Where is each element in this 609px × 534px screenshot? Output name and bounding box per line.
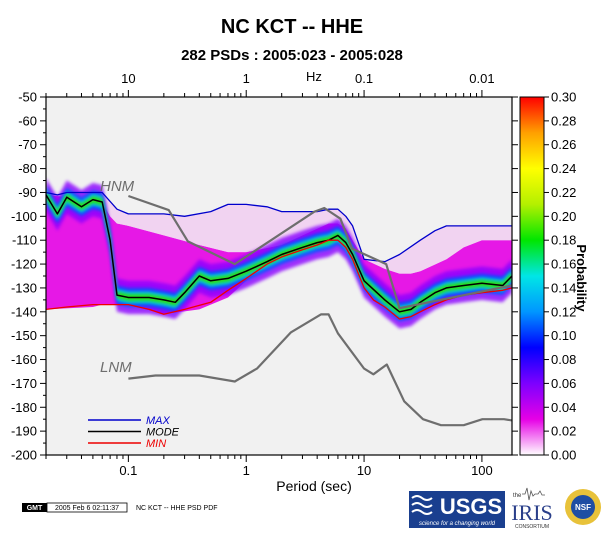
legend-label-mode: MODE <box>146 427 180 439</box>
top-axis-label: Hz <box>306 69 322 84</box>
colorbar-tick-label: 0.18 <box>551 233 576 248</box>
top-tick-label: 1 <box>243 71 250 86</box>
x-tick-label: 10 <box>357 463 371 478</box>
legend-label-max: MAX <box>146 415 171 427</box>
x-tick-label: 100 <box>471 463 493 478</box>
footer-timestamp: 2005 Feb 6 02:11:37 <box>55 505 119 512</box>
y-tick-label: -100 <box>11 209 37 224</box>
colorbar-tick-label: 0.06 <box>551 376 576 391</box>
gmt-badge-text: GMT <box>27 505 43 512</box>
colorbar-tick-label: 0.22 <box>551 185 576 200</box>
density-core-green <box>46 191 512 316</box>
y-tick-label: -90 <box>18 185 37 200</box>
timestamp-box <box>46 502 128 513</box>
series-line-nhnm <box>128 194 512 310</box>
colorbar-tick-label: 0.20 <box>551 209 576 224</box>
density-haze <box>46 192 512 274</box>
colorbar-tick-label: 0.14 <box>551 280 576 295</box>
y-tick-label: -130 <box>11 280 37 295</box>
y-tick-label: -200 <box>11 448 37 463</box>
y-tick-label: -190 <box>11 424 37 439</box>
colorbar-tick-label: 0.24 <box>551 161 576 176</box>
hnm-label: HNM <box>100 178 135 195</box>
y-tick-label: -160 <box>11 352 37 367</box>
lnm-label: LNM <box>100 359 132 376</box>
chart-subtitle: 282 PSDs : 2005:023 - 2005:028 <box>181 47 403 64</box>
top-tick-label: 10 <box>121 71 135 86</box>
series-line-max <box>46 191 512 263</box>
colorbar <box>520 97 544 455</box>
y-tick-label: -150 <box>11 328 37 343</box>
colorbar-tick-label: 0.12 <box>551 304 576 319</box>
y-tick-label: -50 <box>18 90 37 105</box>
x-axis: 0.1 1 10 100 <box>45 90 493 478</box>
colorbar-tick-label: 0.28 <box>551 113 576 128</box>
y-axis: -50 -60 -70 -80 -90 -100 -110 -120 -130 -140 -150 -… <box>11 90 518 463</box>
nsf-seal: NSF <box>565 489 601 525</box>
colorbar-tick-label: 0.26 <box>551 137 576 152</box>
chart-title: NC KCT -- HHE <box>221 16 363 38</box>
iris-consortium: CONSORTIUM <box>515 524 549 530</box>
colorbar-tick-label: 0.04 <box>551 400 576 415</box>
colorbar-frame <box>519 96 545 456</box>
colorbar-label: Probability <box>574 244 589 312</box>
x-tick-label: 0.1 <box>119 463 137 478</box>
iris-logo-text: IRIS <box>511 500 553 525</box>
density-layer <box>46 178 512 329</box>
nsf-seal-globe <box>571 495 595 519</box>
usgs-logo-text: USGS <box>440 494 502 519</box>
nsf-seal-text: NSF <box>575 503 591 512</box>
colorbar-tick-label: 0.02 <box>551 424 576 439</box>
seismogram-icon <box>522 487 545 501</box>
top-axis: 10 1 0.1 0.01 <box>121 71 494 86</box>
x-tick-label: 1 <box>243 463 250 478</box>
usgs-tagline: science for a changing world <box>419 521 496 527</box>
colorbar-tick-label: 0.00 <box>551 448 576 463</box>
series-line-min <box>46 239 512 320</box>
y-tick-label: -70 <box>18 137 37 152</box>
y-tick-label: -60 <box>18 113 37 128</box>
y-tick-label: -170 <box>11 376 37 391</box>
top-tick-label: 0.1 <box>355 71 373 86</box>
iris-prefix: the <box>513 493 522 499</box>
gmt-badge <box>22 503 47 512</box>
colorbar-tick-label: 0.10 <box>551 328 576 343</box>
legend-label-min: MIN <box>146 438 166 450</box>
colorbar-ticks: 0.00 0.02 0.04 0.06 0.08 0.10 0.12 0.14 0.16 0.18… <box>544 90 576 463</box>
series-layer <box>46 191 512 427</box>
series-line-mode <box>46 194 512 313</box>
x-axis-label: Period (sec) <box>276 478 351 494</box>
y-tick-label: -110 <box>12 233 37 248</box>
y-tick-label: -140 <box>11 304 37 319</box>
footer-caption: NC KCT -- HHE PSD PDF <box>136 505 218 512</box>
y-tick-label: -80 <box>18 161 37 176</box>
top-tick-label: 0.01 <box>469 71 494 86</box>
series-line-nlnm <box>128 313 512 427</box>
colorbar-tick-label: 0.16 <box>551 257 576 272</box>
y-tick-label: -120 <box>11 257 37 272</box>
colorbar-tick-label: 0.08 <box>551 352 576 367</box>
iris-logo: the IRIS CONSORTIUM <box>511 487 553 530</box>
colorbar-tick-label: 0.30 <box>551 90 576 105</box>
y-tick-label: -180 <box>11 400 37 415</box>
usgs-logo: USGS science for a changing world <box>409 491 505 528</box>
